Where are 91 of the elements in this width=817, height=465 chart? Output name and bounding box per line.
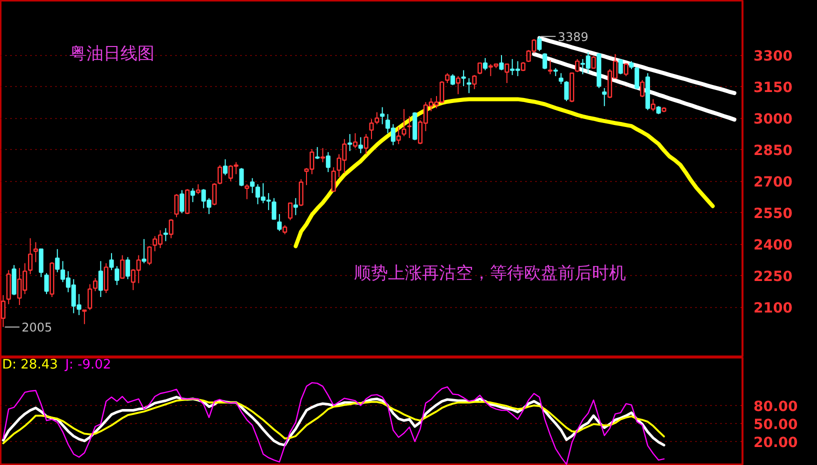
candlestick: [104, 262, 108, 294]
candlestick: [358, 136, 363, 154]
candlestick: [575, 58, 580, 73]
candlestick: [98, 260, 103, 298]
line-series: [2, 382, 665, 465]
candlestick: [38, 248, 44, 278]
candlestick: [602, 88, 607, 107]
candlestick: [456, 76, 460, 95]
candlestick: [564, 80, 569, 102]
candlestick: [504, 64, 510, 84]
candlestick: [618, 58, 623, 75]
candlestick: [450, 74, 456, 86]
candlestick: [320, 148, 326, 163]
candlestick: [396, 126, 401, 145]
candlestick: [537, 36, 542, 52]
y-tick-label: 2550: [754, 206, 793, 222]
candlestick: [196, 184, 200, 195]
annotation: J: -9.02: [64, 358, 112, 373]
y-tick-label: 2400: [754, 238, 793, 254]
candlestick: [352, 132, 358, 149]
candlestick: [190, 188, 196, 203]
candlestick: [445, 72, 450, 84]
candlestick: [33, 242, 38, 263]
candlestick: [55, 248, 60, 273]
candlestick: [331, 166, 336, 192]
y-tick-label: 2850: [754, 143, 793, 160]
y-tick-label: 2250: [754, 269, 793, 286]
candlestick: [147, 246, 152, 266]
candlestick: [163, 228, 168, 242]
candlestick: [44, 272, 49, 295]
candlestick: [288, 202, 293, 221]
annotation: 2005: [22, 320, 52, 335]
candlestick: [126, 256, 130, 280]
candlestick: [548, 60, 553, 75]
candlestick: [374, 112, 380, 125]
annotation: 3389: [558, 30, 588, 44]
y-tick-label: 3150: [754, 80, 793, 96]
y-tick-label: 80.00: [754, 399, 798, 415]
candlestick: [640, 80, 645, 98]
line-series: [532, 52, 736, 122]
candlestick: [624, 62, 628, 77]
candlestick: [174, 194, 179, 218]
candlestick: [0, 294, 6, 328]
candlestick: [218, 164, 222, 185]
candlestick: [272, 198, 276, 220]
y-tick-label: 20.00: [754, 435, 798, 451]
candlestick: [482, 58, 488, 71]
candlestick: [28, 238, 33, 275]
candlestick: [282, 224, 288, 235]
candlestick: [239, 168, 244, 187]
candlestick: [326, 152, 330, 173]
annotation: 顺势上涨再沽空，等待欧盘前后时机: [354, 264, 626, 284]
candlestick: [222, 158, 228, 176]
y-tick-label: 2100: [754, 300, 793, 317]
candlestick: [120, 254, 125, 279]
annotation: D: 28.43: [2, 358, 58, 373]
candlestick: [364, 134, 368, 155]
candlestick: [380, 106, 385, 125]
candlestick: [634, 66, 640, 90]
candlestick: [466, 78, 472, 94]
candlestick: [142, 238, 146, 264]
candlestick: [180, 190, 184, 214]
y-tick-label: 3300: [754, 48, 793, 65]
candlestick: [315, 146, 320, 160]
line-series: [294, 97, 715, 248]
candlestick: [114, 266, 120, 286]
candlestick: [82, 309, 87, 325]
y-tick-label: 50.00: [754, 417, 798, 433]
candlestick: [591, 56, 596, 69]
candlestick: [348, 134, 352, 152]
candlestick: [650, 98, 656, 112]
candlestick: [277, 214, 282, 232]
candlestick: [168, 218, 174, 239]
y-tick-label: 3000: [754, 112, 793, 128]
candlestick: [244, 184, 250, 200]
candlestick: [461, 70, 466, 87]
candlestick: [298, 178, 304, 207]
candlestick: [402, 108, 406, 137]
candlestick: [212, 182, 217, 206]
candlestick: [542, 52, 548, 70]
candlestick: [472, 74, 477, 90]
y-tick-label: 2700: [754, 174, 793, 191]
text: 粤油日线图: [69, 44, 154, 64]
candlestick: [109, 252, 114, 271]
candlestick: [407, 116, 412, 139]
candlestick: [558, 72, 564, 85]
candlestick: [369, 118, 374, 140]
candlestick: [293, 198, 298, 216]
candlestick: [185, 188, 190, 215]
candlestick: [250, 178, 255, 194]
candlestick: [499, 54, 504, 71]
